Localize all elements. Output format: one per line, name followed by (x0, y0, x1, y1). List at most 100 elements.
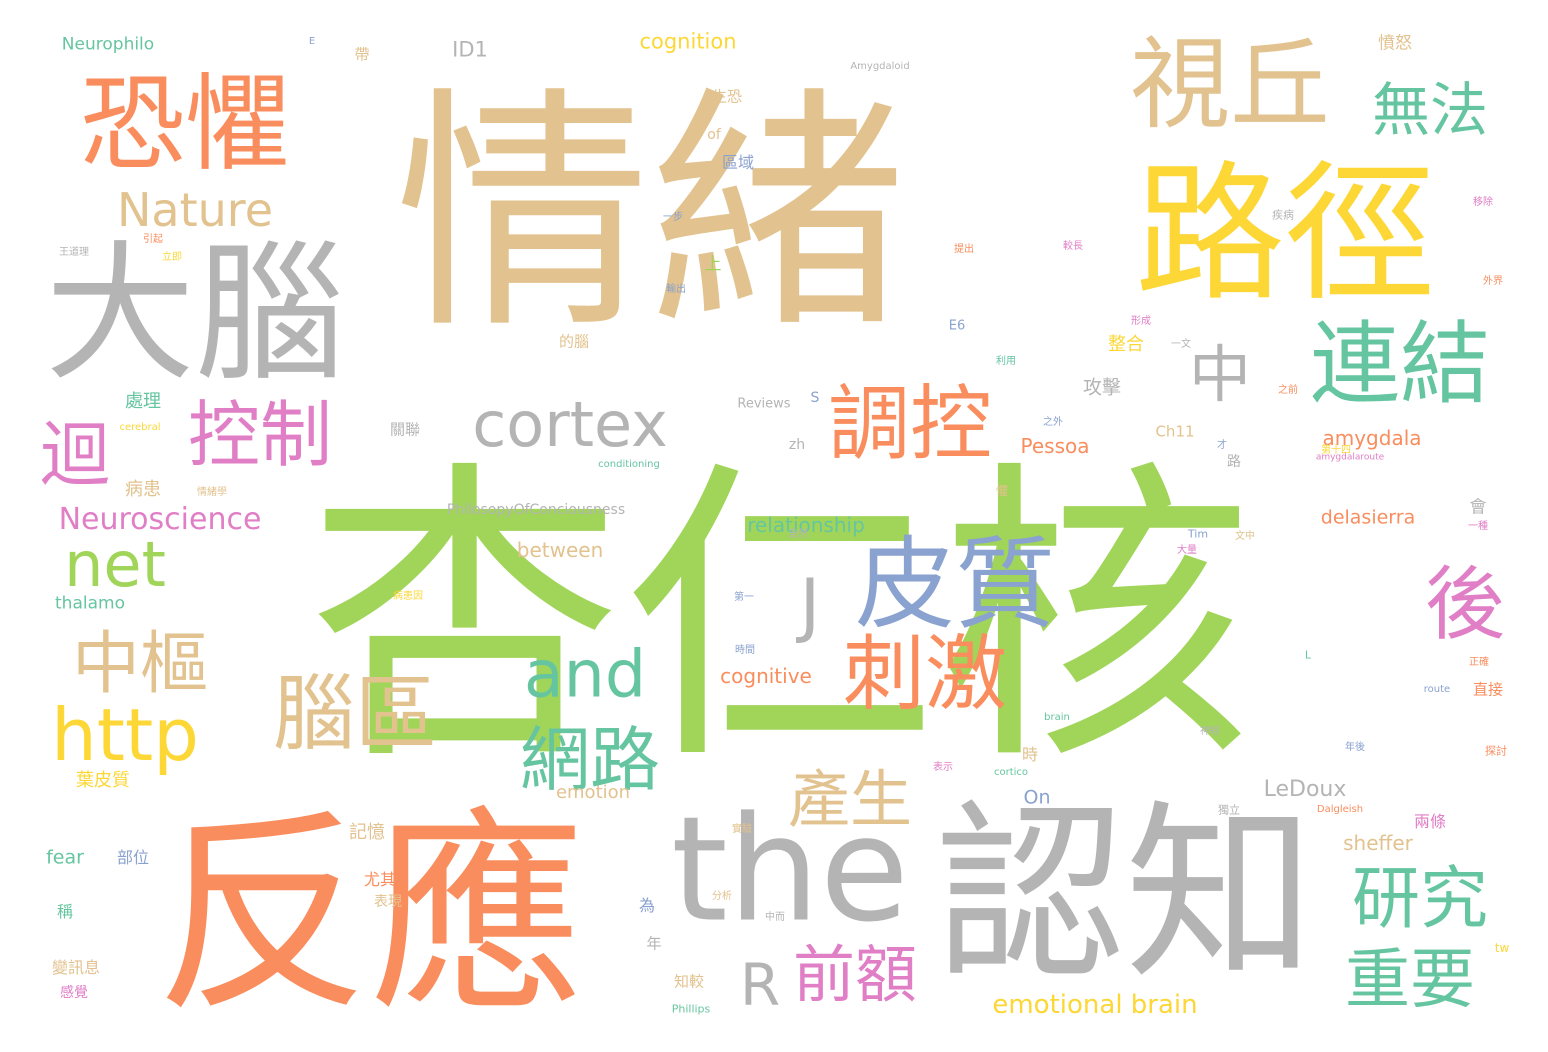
word-sheffer: sheffer (1343, 831, 1413, 855)
word-cortex: cortex (472, 388, 668, 461)
word-id1: ID1 (452, 37, 488, 62)
word-remove-zh: 移除 (1473, 197, 1493, 208)
word-of: of (707, 127, 721, 143)
word-stimulus-zh: 刺激 (842, 627, 1008, 722)
word-gyrus-zh: 迴 (40, 414, 110, 496)
word-research-zh: 研究 (1351, 860, 1489, 939)
word-ch11: Ch11 (1155, 422, 1195, 441)
word-amygdala-zh: 杏仁核 (307, 436, 1253, 803)
word-network-zh: 網路 (520, 719, 660, 801)
word-important-zh: 重要 (1344, 942, 1476, 1018)
word-patient-zh: 病患 (125, 479, 161, 500)
word-in-text-zh: 文中 (1235, 531, 1255, 542)
word-natural-zh: 自然 (788, 529, 808, 540)
word-cognition: cognition (639, 29, 737, 54)
word-relationship: relationship (747, 513, 865, 537)
word-brain-region-zh: 腦區 (272, 667, 438, 762)
word-wang-zh: 王道理 (59, 247, 89, 258)
word-output-zh: 輸出 (666, 284, 686, 295)
word-conditioning: conditioning (598, 459, 660, 470)
word-direct-zh: 直接 (1472, 680, 1504, 699)
word-one-kind-zh: 一種 (1468, 521, 1488, 532)
word-fourteenth-zh: 第十四 (1321, 445, 1351, 456)
word-memory-zh: 記憶 (349, 822, 385, 843)
word-connect-zh: 連結 (1310, 312, 1490, 417)
word-will-zh: 會 (1469, 497, 1487, 518)
word-r: R (739, 951, 781, 1019)
word-correct-zh: 正確 (1469, 657, 1489, 668)
word-tim: Tim (1187, 527, 1209, 541)
word-up-zh: 上 (704, 254, 722, 275)
word-area-zh: 區域 (721, 153, 755, 172)
word-among-zh: 中而 (765, 912, 785, 923)
word-cortex-zh: 皮質 (855, 526, 1055, 643)
word-fear-produce-zh: 生恐 (711, 87, 743, 106)
word-called-zh: 稱 (56, 902, 74, 921)
word-reviews: Reviews (737, 396, 791, 412)
word-brain: brain (1044, 712, 1070, 723)
word-thalamo: thalamo (55, 593, 125, 614)
word-neurophilo: Neurophilo (61, 34, 155, 55)
word-lobe-cortex-zh: 葉皮質 (76, 770, 130, 791)
word-neuroscience: Neuroscience (58, 502, 262, 537)
word-fear-zh: 恐懼 (79, 63, 291, 186)
word-delasierra: delasierra (1320, 506, 1416, 529)
word-time-zh: 時 (1021, 745, 1039, 764)
word-brain-zh: 大腦 (44, 228, 346, 402)
word-two-zh: 兩條 (1413, 812, 1447, 831)
word-phillips: Phillips (671, 1002, 711, 1016)
word-brain-of-zh: 的腦 (558, 332, 590, 351)
word-emotion-zh: 情緒 (394, 66, 906, 364)
word-process-zh: 處理 (125, 391, 161, 412)
word-only-zh: 才 (1217, 440, 1227, 451)
word-immediate-zh: 立即 (162, 252, 182, 263)
word-cognition-zh: 認知 (934, 784, 1316, 1005)
word-dalgleish: Dalgleish (1316, 804, 1364, 815)
word-emotion: emotion (555, 782, 631, 803)
word-middle-zh: 中 (1188, 338, 1252, 411)
word-http: http (51, 693, 199, 777)
word-amygdala: amygdala (1322, 426, 1422, 450)
word-one-article-zh: 一文 (1171, 339, 1191, 350)
word-sense-zh: 感覺 (60, 985, 88, 1001)
word-route: route (1423, 684, 1451, 695)
word-use-zh: 利用 (996, 356, 1016, 367)
word-outside-zh: 外界 (1483, 276, 1503, 287)
word-zh: zh (788, 437, 806, 453)
word-message-zh: 變訊息 (51, 958, 101, 977)
word-nature: Nature (117, 183, 273, 237)
word-besides-zh: 之外 (1043, 417, 1063, 428)
word-after-zh: 後 (1425, 558, 1505, 651)
word-first-zh: 第一 (734, 592, 754, 603)
word-produce-zh: 產生 (787, 763, 913, 836)
word-reaction-zh: 反應 (155, 789, 585, 1041)
word-propose-zh: 提出 (954, 244, 974, 255)
word-s: S (810, 390, 820, 406)
word-l: L (1304, 648, 1312, 662)
word-emotion-study-zh: 情緒學 (197, 487, 227, 498)
word-for-zh: 為 (638, 896, 656, 915)
word-the: the (671, 785, 909, 955)
word-explore-zh: 探討 (1485, 744, 1507, 758)
word-control-zh: 控制 (187, 393, 333, 477)
word-fear: fear (46, 846, 84, 869)
word-amygdalaroute: amygdalaroute (1315, 452, 1385, 463)
word-cognition-compare-zh: 知較 (673, 972, 705, 991)
word-road-zh: 路 (1227, 454, 1241, 470)
word-fear-char-zh: 懼 (995, 484, 1009, 498)
word-independent-zh: 獨立 (1218, 803, 1240, 817)
word-between: between (516, 538, 604, 562)
word-attack-zh: 攻擊 (1082, 376, 1122, 399)
word-associate-zh: 關聯 (389, 420, 421, 439)
word-longer-zh: 較長 (1063, 241, 1083, 252)
word-cognitive: cognitive (720, 664, 812, 688)
word-before-zh: 之前 (1278, 385, 1298, 396)
word-patient-cause-zh: 病患因 (393, 591, 423, 602)
word-cause-zh: 引起 (143, 234, 163, 245)
word-expression-zh: 表現 (374, 894, 402, 910)
word-center-zh: 中樞 (71, 625, 209, 704)
word-e: E (308, 36, 316, 47)
word-e6: E6 (948, 318, 966, 334)
word-band-zh: 帶 (354, 45, 370, 64)
